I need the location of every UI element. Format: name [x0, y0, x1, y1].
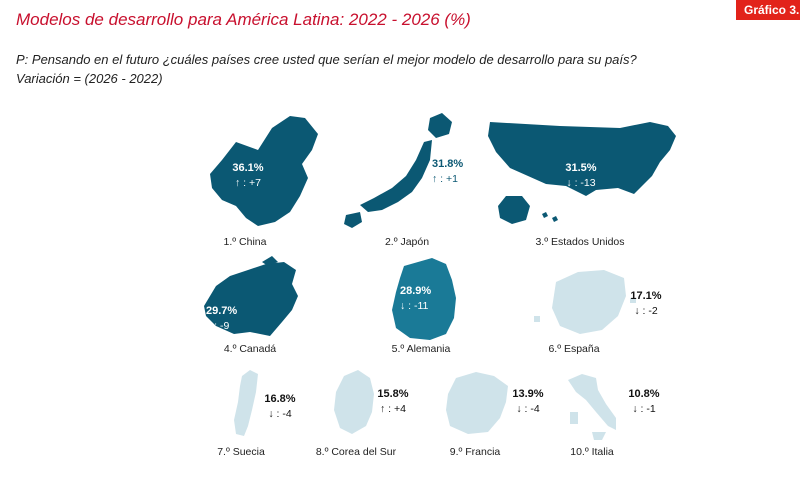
change-label: ↓ : -9	[206, 320, 229, 332]
usa-map-part-icon	[542, 212, 548, 218]
china-map-icon	[210, 116, 318, 226]
germany-map-icon	[392, 258, 456, 340]
figure-badge: Gráfico 3.	[736, 0, 800, 20]
value-label: 17.1%	[630, 290, 661, 302]
south-korea-group: 15.8% ↑ : +4 8.º Corea del Sur	[316, 370, 409, 458]
france-map-icon	[446, 372, 508, 434]
rank-caption: 7.º Suecia	[217, 446, 265, 458]
usa-map-part-icon	[498, 196, 530, 224]
value-label: 28.9%	[400, 285, 431, 297]
value-label: 15.8%	[377, 388, 408, 400]
china-group: 36.1% ↑ : +7 1.º China	[210, 116, 318, 248]
value-label: 13.9%	[512, 388, 543, 400]
value-label: 36.1%	[232, 162, 263, 174]
change-label: ↓ : -1	[632, 403, 655, 415]
change-label: ↓ : -4	[268, 408, 291, 420]
change-label: ↑ : +7	[235, 177, 261, 189]
japan-map-icon	[428, 113, 452, 138]
spain-map-part-icon	[630, 298, 636, 303]
spain-map-icon	[552, 270, 626, 334]
value-label: 31.8%	[432, 158, 463, 170]
survey-question: P: Pensando en el futuro ¿cuáles países …	[16, 52, 637, 67]
chart-title: Modelos de desarrollo para América Latin…	[16, 10, 471, 29]
france-group: 13.9% ↓ : -4 9.º Francia	[446, 372, 544, 458]
italy-map-part-icon	[570, 412, 578, 424]
usa-map-part-icon	[552, 216, 558, 222]
change-label: ↓ : -13	[566, 177, 595, 189]
value-label: 29.7%	[206, 305, 237, 317]
change-label: ↓ : -11	[400, 300, 429, 312]
usa-group: 31.5% ↓ : -13 3.º Estados Unidos	[488, 122, 676, 248]
usa-map-icon	[488, 122, 676, 196]
germany-group: 28.9% ↓ : -11 5.º Alemania	[392, 258, 456, 355]
sweden-map-icon	[234, 370, 258, 436]
canada-map-icon	[204, 262, 298, 336]
spain-group: 17.1% ↓ : -2 6.º España	[534, 270, 662, 355]
rank-caption: 1.º China	[224, 236, 267, 248]
rank-caption: 2.º Japón	[385, 236, 429, 248]
italy-map-part-icon	[592, 432, 606, 440]
variation-note: Variación = (2026 - 2022)	[16, 71, 163, 86]
south-korea-map-icon	[334, 370, 374, 434]
value-label: 16.8%	[264, 393, 295, 405]
change-label: ↑ : +1	[432, 173, 458, 185]
rank-caption: 10.º Italia	[570, 446, 614, 458]
rank-caption: 9.º Francia	[450, 446, 501, 458]
change-label: ↑ : +4	[380, 403, 406, 415]
rank-caption: 3.º Estados Unidos	[535, 236, 624, 248]
rank-caption: 5.º Alemania	[392, 343, 451, 355]
rank-caption: 4.º Canadá	[224, 343, 276, 355]
canada-map-part-icon	[262, 256, 278, 266]
value-label: 31.5%	[565, 162, 596, 174]
italy-group: 10.8% ↓ : -1 10.º Italia	[568, 374, 660, 458]
japan-group: 31.8% ↑ : +1 2.º Japón	[344, 113, 463, 248]
canada-group: 29.7% ↓ : -9 4.º Canadá	[204, 256, 298, 355]
rank-caption: 8.º Corea del Sur	[316, 446, 397, 458]
change-label: ↓ : -2	[634, 305, 657, 317]
rank-caption: 6.º España	[548, 343, 599, 355]
sweden-group: 16.8% ↓ : -4 7.º Suecia	[217, 370, 296, 458]
change-label: ↓ : -4	[516, 403, 539, 415]
value-label: 10.8%	[628, 388, 659, 400]
italy-map-icon	[568, 374, 616, 430]
japan-map-part-icon	[344, 212, 362, 228]
spain-map-part-icon	[534, 316, 540, 322]
japan-map-part-icon	[360, 140, 432, 212]
